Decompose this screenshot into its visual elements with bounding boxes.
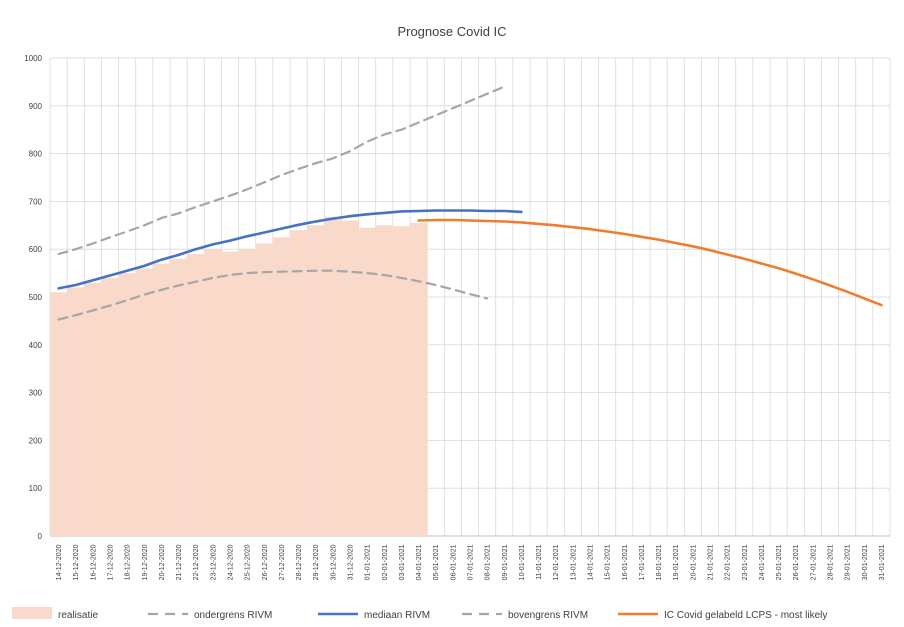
realisatie-bar — [84, 282, 103, 536]
x-tick-label: 27-01-2021 — [810, 544, 817, 580]
y-tick-label: 400 — [29, 341, 43, 350]
x-tick-label: 12-01-2021 — [553, 544, 560, 580]
x-tick-label: 22-01-2021 — [725, 544, 732, 580]
axes: 0 100 200 300 400 500 600 700 800 900 1000 14-12-20… — [24, 54, 886, 580]
x-tick-label: 09-01-2021 — [502, 544, 509, 580]
x-tick-label: 26-01-2021 — [793, 544, 800, 580]
series-line-ondergrens-rivm — [57, 85, 506, 256]
series-line-mediaan-rivm — [57, 209, 523, 290]
x-tick-label: 20-12-2020 — [159, 544, 166, 580]
realisatie-bar — [358, 227, 377, 536]
y-tick-label: 0 — [38, 532, 43, 541]
x-tick-label: 29-01-2021 — [845, 544, 852, 580]
x-tick-label: 17-12-2020 — [108, 544, 115, 580]
x-tick-label: 28-12-2020 — [296, 544, 303, 580]
x-tick-label: 17-01-2021 — [639, 544, 646, 580]
legend-label: realisatie — [58, 610, 98, 621]
y-tick-label: 200 — [29, 436, 43, 445]
realisatie-bar — [255, 243, 274, 537]
x-tick-label: 15-12-2020 — [73, 544, 80, 580]
x-tick-label: 02-01-2021 — [382, 544, 389, 580]
legend-label: bovengrens RIVM — [508, 610, 588, 621]
realisatie-bar — [101, 277, 120, 536]
x-tick-label: 21-12-2020 — [176, 544, 183, 580]
x-tick-label: 06-01-2021 — [450, 544, 457, 580]
y-tick-label: 900 — [29, 102, 43, 111]
x-tick-label: 01-01-2021 — [365, 544, 372, 580]
realisatie-bar — [187, 253, 205, 537]
legend-label: mediaan RIVM — [364, 610, 430, 621]
realisatie-bar — [392, 226, 411, 537]
x-tick-label: 30-01-2021 — [862, 544, 869, 580]
realisatie-bar — [204, 249, 223, 536]
x-tick-label: 30-12-2020 — [330, 544, 337, 580]
x-tick-label: 19-01-2021 — [673, 544, 680, 580]
realisatie-bar — [67, 287, 85, 536]
y-tick-label: 100 — [29, 484, 43, 493]
x-tick-label: 20-01-2021 — [690, 544, 697, 580]
x-tick-label: 31-01-2021 — [879, 544, 886, 580]
x-tick-label: 23-01-2021 — [742, 544, 749, 580]
x-tick-label: 14-01-2021 — [588, 544, 595, 580]
y-tick-label: 800 — [29, 150, 43, 159]
y-tick-label: 600 — [29, 245, 43, 254]
series-line-ic-covid-gelabeld-lcps-most-likely — [417, 218, 883, 307]
x-tick-label: 26-12-2020 — [262, 544, 269, 580]
realisatie-bar — [410, 222, 428, 536]
x-tick-label: 25-01-2021 — [776, 544, 783, 580]
legend-swatch — [12, 607, 52, 619]
x-tick-label: 18-12-2020 — [125, 544, 132, 580]
x-tick-label: 08-01-2021 — [485, 544, 492, 580]
y-tick-label: 500 — [29, 293, 43, 302]
x-tick-label: 21-01-2021 — [708, 544, 715, 580]
x-tick-label: 19-12-2020 — [142, 544, 149, 580]
x-tick-label: 16-01-2021 — [622, 544, 629, 580]
x-tick-label: 16-12-2020 — [90, 544, 97, 580]
x-tick-label: 31-12-2020 — [348, 544, 355, 580]
x-tick-label: 11-01-2021 — [536, 544, 543, 579]
realisatie-bar — [341, 220, 360, 536]
chart-title: Prognose Covid IC — [397, 24, 506, 39]
x-tick-label: 27-12-2020 — [279, 544, 286, 580]
x-tick-label: 18-01-2021 — [656, 544, 663, 580]
x-tick-label: 10-01-2021 — [519, 544, 526, 580]
legend: realisatie ondergrens RIVM mediaan RIVM bov… — [12, 607, 827, 621]
realisatie-bar — [290, 230, 308, 536]
realisatie-bar — [50, 292, 68, 536]
series-line-bovengrens-rivm — [57, 269, 489, 321]
realisatie-bar — [135, 268, 154, 536]
x-tick-label: 04-01-2021 — [416, 544, 423, 580]
realisatie-bar — [324, 216, 343, 537]
x-tick-label: 29-12-2020 — [313, 544, 320, 580]
x-tick-label: 05-01-2021 — [433, 544, 440, 580]
y-tick-label: 700 — [29, 197, 43, 206]
realisatie-bar — [221, 251, 240, 536]
x-tick-label: 14-12-2020 — [56, 544, 63, 580]
y-tick-label: 1000 — [24, 54, 42, 63]
x-tick-label: 24-01-2021 — [759, 544, 766, 580]
x-tick-label: 28-01-2021 — [828, 544, 835, 580]
legend-label: IC Covid gelabeld LCPS - most likely — [664, 610, 827, 621]
realisatie-bar — [307, 225, 325, 537]
realisatie-bar — [272, 237, 291, 536]
x-tick-label: 03-01-2021 — [399, 544, 406, 580]
realisatie-bar — [375, 225, 394, 537]
realisatie-bar — [170, 258, 188, 536]
x-tick-label: 22-12-2020 — [193, 544, 200, 580]
realisatie-bar — [152, 263, 171, 536]
x-tick-label: 15-01-2021 — [605, 544, 612, 580]
x-tick-label: 07-01-2021 — [468, 544, 475, 580]
realisatie-bar — [238, 249, 257, 536]
series-layer — [50, 85, 883, 537]
legend-label: ondergrens RIVM — [194, 610, 272, 621]
x-tick-label: 24-12-2020 — [228, 544, 235, 580]
realisatie-bar — [118, 273, 137, 536]
x-tick-label: 13-01-2021 — [570, 544, 577, 580]
y-tick-label: 300 — [29, 389, 43, 398]
x-tick-label: 25-12-2020 — [245, 544, 252, 580]
x-tick-label: 23-12-2020 — [210, 544, 217, 580]
